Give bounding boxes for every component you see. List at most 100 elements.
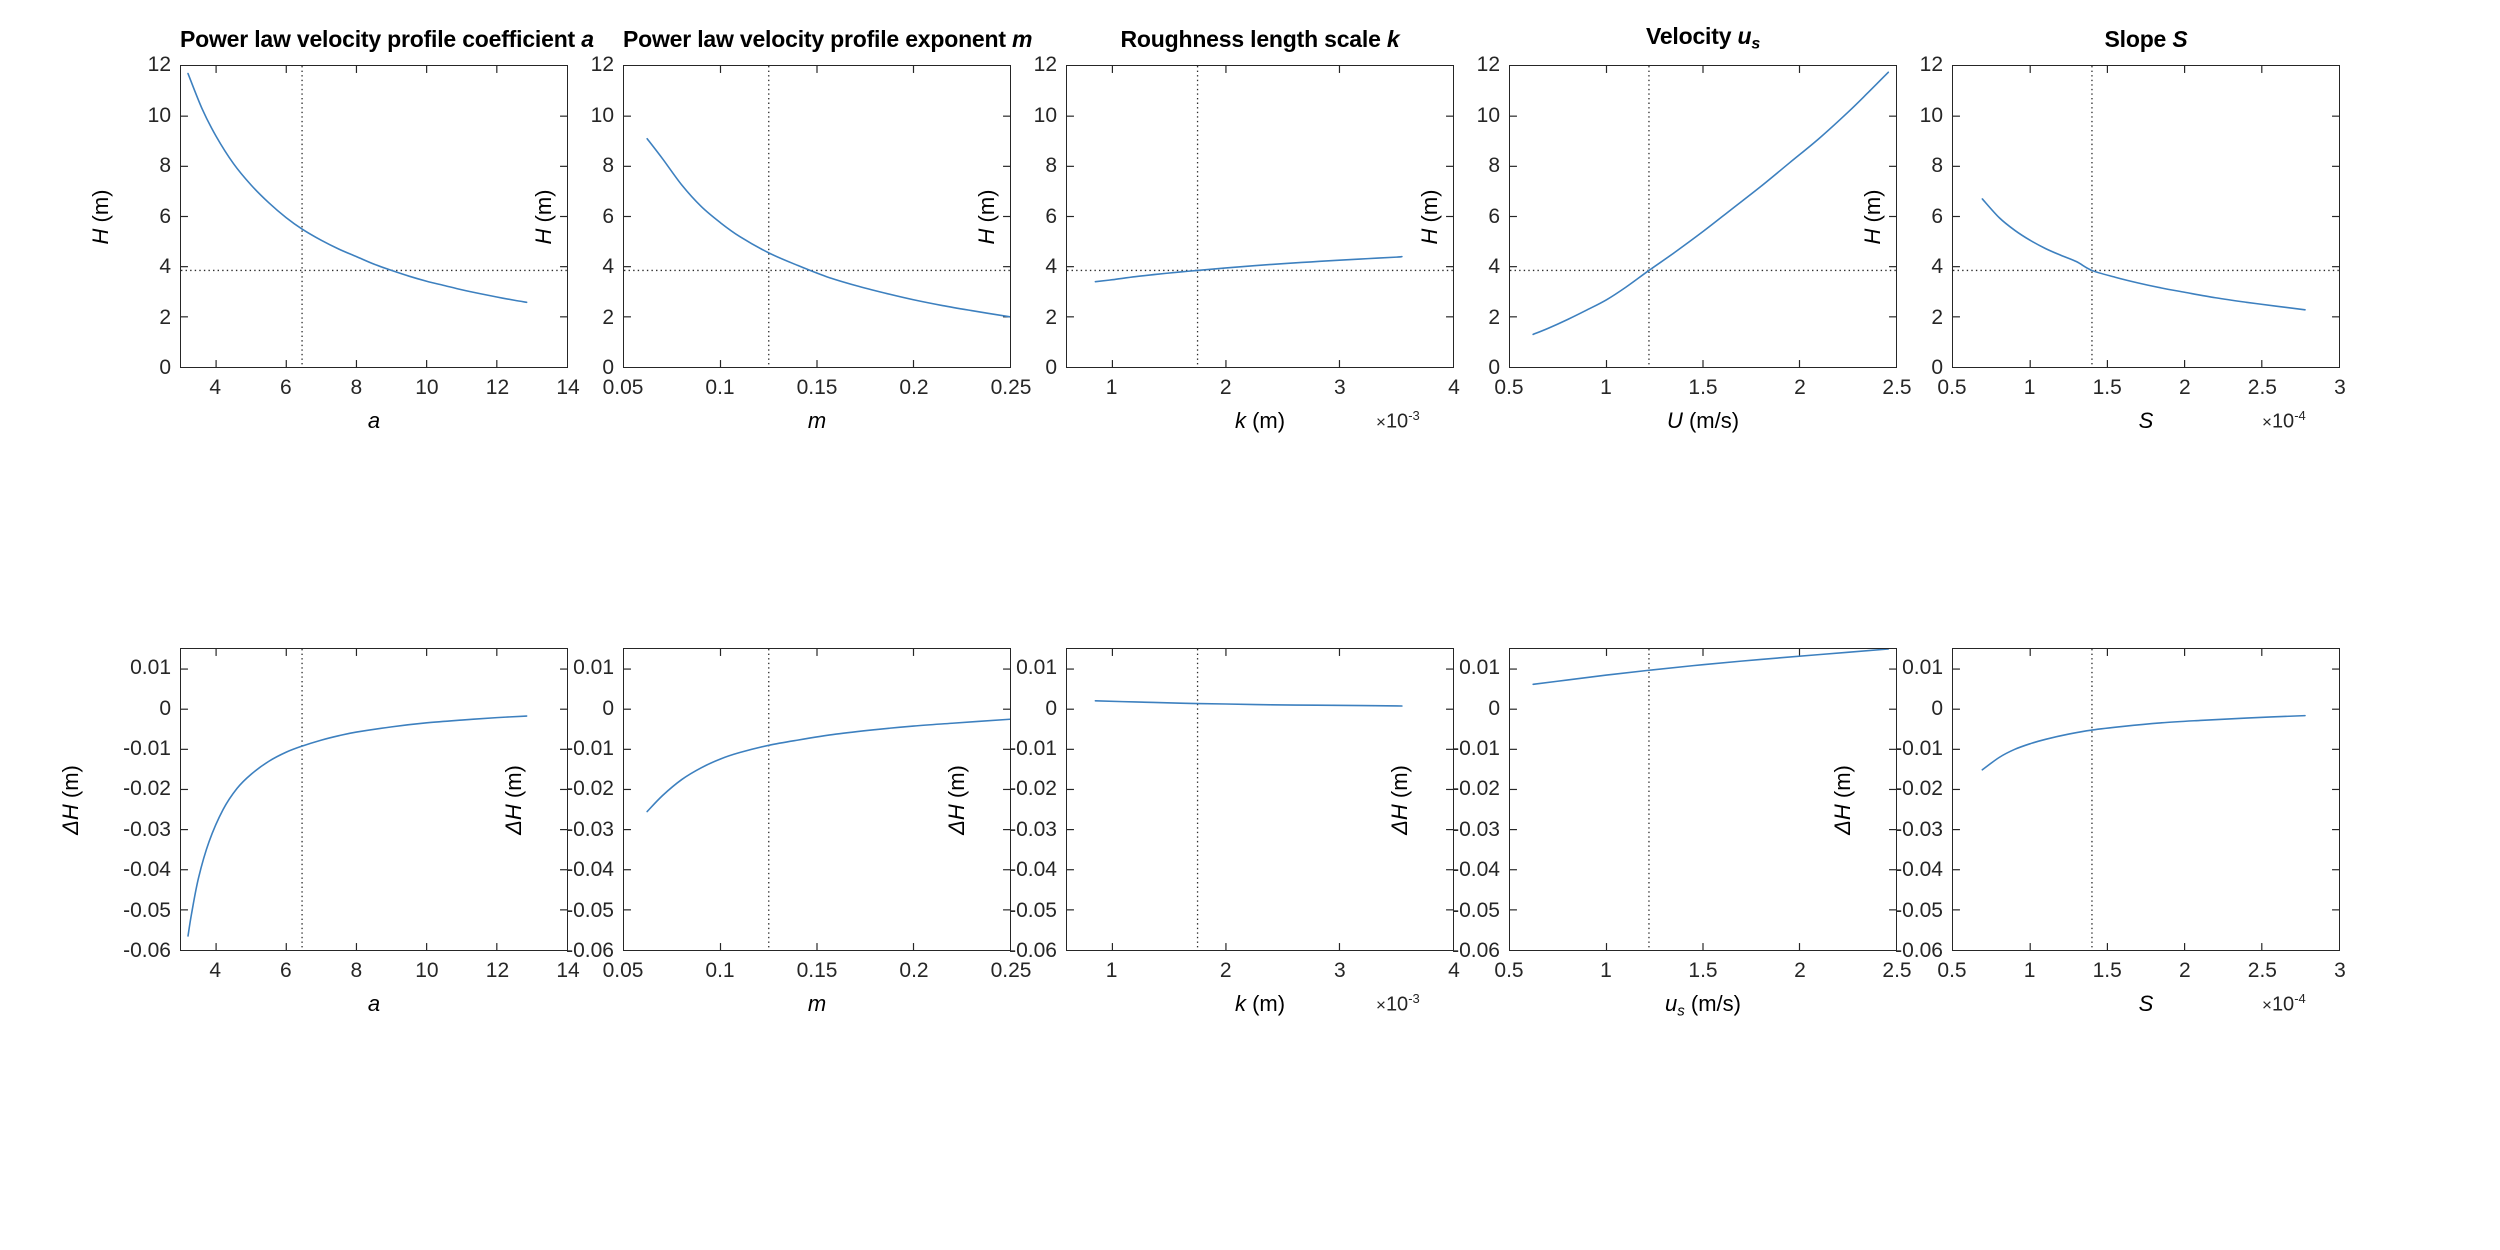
x-tick-label: 3 <box>2334 376 2346 399</box>
subplot-panel-a-H: Power law velocity profile coefficient a… <box>88 26 594 433</box>
y-tick-label: -0.03 <box>1895 817 1943 841</box>
y-tick-label: 0 <box>1488 356 1500 379</box>
x-tick-label: 2.5 <box>1882 959 1912 982</box>
y-tick-label: -0.06 <box>1895 939 1943 962</box>
x-tick-label: 2 <box>1219 376 1232 399</box>
x-tick-label: 3 <box>2334 959 2346 982</box>
y-tick-label: -0.06 <box>566 939 614 962</box>
x-tick-label: 2.5 <box>2247 376 2277 399</box>
y-tick-label: 0 <box>1045 356 1057 379</box>
y-tick-label: 10 <box>1919 103 1943 127</box>
y-tick-label: -0.05 <box>566 898 614 922</box>
x-tick-label: 1 <box>1105 376 1118 399</box>
y-axis-label: ΔH (m) <box>1830 764 1855 835</box>
x-tick-label: 1 <box>2023 959 2036 982</box>
x-tick-label: 14 <box>556 959 580 982</box>
y-tick-label: 12 <box>590 53 614 76</box>
y-tick-label: 10 <box>1033 103 1057 127</box>
y-tick-label: 2 <box>1931 305 1943 329</box>
x-axis-label: k (m) <box>1234 408 1286 433</box>
y-axis-label: ΔH (m) <box>501 764 526 835</box>
y-axis-label: H (m) <box>1417 189 1442 244</box>
y-axis-label: ΔH (m) <box>58 764 83 835</box>
y-axis-label: H (m) <box>1860 189 1885 244</box>
x-tick-label: 0.05 <box>602 376 644 399</box>
y-tick-label: 0 <box>1488 696 1500 720</box>
y-tick-label: -0.04 <box>123 858 171 882</box>
x-tick-label: 0.15 <box>796 959 838 982</box>
y-tick-label: 4 <box>1045 255 1057 278</box>
y-tick-label: 8 <box>602 154 614 177</box>
y-tick-label: -0.04 <box>566 858 614 882</box>
plot-title: Power law velocity profile coefficient a <box>180 26 594 52</box>
y-tick-label: -0.01 <box>566 737 614 760</box>
y-tick-label: -0.01 <box>1009 737 1057 760</box>
x-tick-label: 1.5 <box>2092 376 2122 399</box>
data-curve <box>187 715 528 937</box>
axes-box <box>180 65 568 368</box>
x-tick-label: 6 <box>279 959 292 982</box>
y-tick-label: -0.04 <box>1009 858 1057 882</box>
x-tick-label: 1.5 <box>1688 376 1718 399</box>
subplot-panel-m-dH: 0.01 0 -0.01 -0.02 -0.03 -0.04 -0.05 -0.06 0.05 0… <box>501 648 1031 1016</box>
y-tick-label: 10 <box>590 103 614 127</box>
x-tick-label: 4 <box>209 376 222 399</box>
x-tick-label: 0.25 <box>990 959 1032 982</box>
plot-title: Slope S <box>2104 26 2188 52</box>
y-tick-label: 0 <box>1931 356 1943 379</box>
subplot-panel-s-H: Slope S 0 2 4 6 8 10 12 0.5 1 1.5 2 2.5 3 S ×10-4 H (m) <box>1860 26 2346 433</box>
axes-box <box>623 65 1011 368</box>
x-tick-label: 0.2 <box>899 376 929 399</box>
y-tick-label: -0.01 <box>1452 737 1500 760</box>
x-tick-label: 2 <box>2178 959 2191 982</box>
y-tick-label: 0 <box>602 696 614 720</box>
y-tick-label: 2 <box>1045 305 1057 329</box>
x-tick-label: 1 <box>1600 959 1612 982</box>
x-axis-label: k (m) <box>1234 991 1286 1016</box>
x-axis-label: m <box>807 408 827 433</box>
y-tick-label: 0 <box>602 356 614 379</box>
plot-canvas <box>181 649 567 950</box>
y-tick-label: -0.02 <box>1452 777 1500 801</box>
y-axis-label: ΔH (m) <box>1387 764 1412 835</box>
x-tick-label: 10 <box>415 959 439 982</box>
y-tick-label: 2 <box>159 305 171 329</box>
x-tick-label: 10 <box>415 376 439 399</box>
plot-canvas <box>1067 649 1453 950</box>
x-tick-label: 1 <box>2023 376 2036 399</box>
x-axis-label: a <box>367 991 381 1016</box>
y-tick-label: 10 <box>1476 103 1500 127</box>
subplot-panel-u-dH: 0.01 0 -0.01 -0.02 -0.03 -0.04 -0.05 -0.06 0.5 1 1… <box>1387 648 1912 1020</box>
plot-title: Power law velocity profile exponent m <box>623 26 1033 52</box>
x-tick-label: 8 <box>350 376 363 399</box>
y-axis-label: H (m) <box>88 189 113 244</box>
y-tick-label: 0 <box>1045 696 1057 720</box>
y-tick-label: 2 <box>602 305 614 329</box>
plot-canvas <box>624 649 1010 950</box>
x-axis-label: us (m/s) <box>1665 991 1741 1020</box>
subplot-panel-k-H: Roughness length scale k 0 2 4 6 8 10 12 1 2 3 4 k (… <box>974 26 1460 433</box>
x-tick-label: 0.5 <box>1937 376 1967 399</box>
x-tick-label: 14 <box>556 376 580 399</box>
x-axis-label: m <box>807 991 827 1016</box>
x-axis-label: a <box>367 408 381 433</box>
x-tick-label: 2 <box>1219 959 1232 982</box>
y-tick-label: 6 <box>159 204 171 228</box>
data-curve <box>646 137 1010 318</box>
y-tick-label: 8 <box>1045 154 1057 177</box>
x-tick-label: 1.5 <box>1688 959 1718 982</box>
y-axis-label: H (m) <box>531 189 556 244</box>
x-tick-label: 0.5 <box>1494 959 1524 982</box>
y-axis-label: H (m) <box>974 189 999 244</box>
y-tick-label: -0.01 <box>123 737 171 760</box>
data-curve <box>1094 699 1403 707</box>
x-tick-label: 4 <box>1448 376 1460 399</box>
y-tick-label: -0.04 <box>1895 858 1943 882</box>
y-tick-label: 12 <box>1919 53 1943 76</box>
x-axis-label: U (m/s) <box>1666 408 1740 433</box>
y-tick-label: -0.03 <box>1452 817 1500 841</box>
plot-canvas <box>624 66 1010 367</box>
y-tick-label: 8 <box>1488 154 1500 177</box>
y-tick-label: -0.03 <box>1009 817 1057 841</box>
